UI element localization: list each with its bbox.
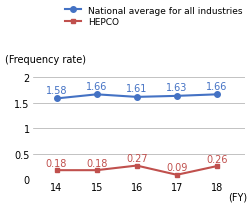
Text: 0.18: 0.18 [86,158,107,168]
Text: 0.27: 0.27 [126,153,148,163]
Text: 1.66: 1.66 [206,81,228,91]
Text: 1.63: 1.63 [166,83,188,93]
Text: (Frequency rate): (Frequency rate) [5,54,86,64]
Text: 1.66: 1.66 [86,81,107,91]
Text: 0.26: 0.26 [206,154,228,164]
Text: 1.58: 1.58 [46,85,67,95]
Text: 0.18: 0.18 [46,158,67,168]
Text: 0.09: 0.09 [166,162,188,172]
Legend: National average for all industries, HEPCO: National average for all industries, HEP… [65,7,243,27]
Text: (FY): (FY) [228,192,248,202]
Text: 1.61: 1.61 [126,84,148,94]
